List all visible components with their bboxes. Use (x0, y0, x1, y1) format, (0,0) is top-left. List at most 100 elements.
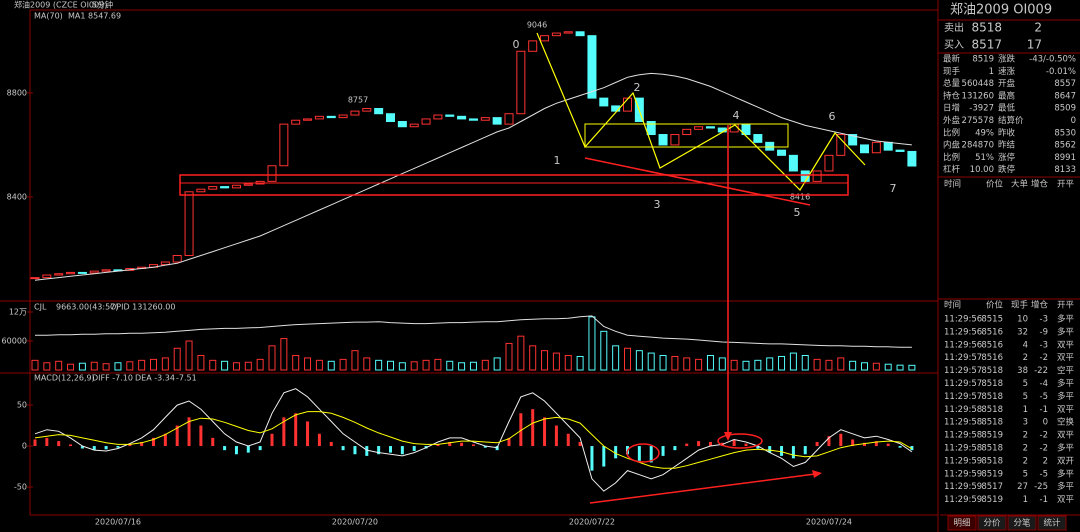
tab[interactable] (1037, 515, 1067, 531)
tab-label[interactable]: 明细 (953, 518, 970, 529)
macd-bar (566, 433, 570, 447)
trade-cell: 11:29:57 (944, 366, 982, 376)
macd-bar (223, 446, 227, 451)
volume-bar (813, 358, 821, 371)
trade-cell: 2 (1023, 353, 1028, 363)
trade-cell: -2 (1040, 431, 1048, 441)
trade-cell: 双平 (1057, 353, 1075, 363)
tab-label[interactable]: 统计 (1043, 518, 1061, 529)
trade-cell: 8518 (981, 418, 1003, 428)
volume-bar (315, 359, 323, 371)
y-tick-label: -50 (14, 483, 27, 492)
trade-cell: 4 (1023, 340, 1028, 350)
macd-bar (697, 441, 701, 447)
candle (540, 35, 550, 42)
price-annotation: 9046 (527, 21, 547, 30)
volume-bar (161, 357, 169, 371)
volume-bar (67, 363, 75, 371)
period: 5分钟 (92, 0, 113, 10)
column-header: 开平 (1057, 180, 1075, 190)
candle (516, 50, 526, 115)
wave-label: 3 (654, 198, 661, 211)
candle (243, 183, 253, 186)
trade-cell: 11:29:58 (944, 405, 982, 415)
trade-cell: 多平 (1057, 468, 1075, 479)
candle (208, 186, 218, 190)
trade-cell: 双开 (1057, 456, 1075, 466)
legend: DEA -3.34 (135, 374, 175, 383)
trade-cell: 8518 (981, 405, 1003, 415)
stat-value: -43/-0.50% (1029, 55, 1076, 65)
tab-label[interactable]: 分价 (983, 519, 1001, 529)
volume-bar (600, 330, 608, 371)
candle (220, 186, 230, 189)
macd-bar (471, 444, 475, 447)
trade-cell: 2 (1023, 431, 1028, 441)
tab[interactable] (947, 515, 977, 531)
macd-bar (69, 444, 73, 447)
volume-bar (197, 355, 205, 371)
trade-cell: 8518 (981, 366, 1003, 376)
tab[interactable] (977, 515, 1007, 531)
column-header: 大单 (1011, 179, 1029, 190)
candle (326, 115, 336, 119)
candle (777, 149, 787, 156)
macd-bar (341, 446, 345, 451)
volume-bar (849, 360, 857, 371)
volume-bar (351, 350, 359, 371)
trade-cell: -25 (1034, 482, 1048, 492)
stat-label: 开盘 (998, 78, 1016, 89)
trade-cell: -5 (1040, 392, 1048, 402)
macd-bar (199, 425, 203, 447)
candle (492, 117, 502, 125)
trend-line (584, 157, 811, 206)
volume-bar (564, 355, 572, 371)
volume-bar (126, 361, 134, 371)
macd-bar (436, 444, 440, 447)
candle (468, 118, 478, 121)
candle (421, 118, 431, 125)
macd-bar (531, 409, 535, 447)
trade-cell: 8519 (981, 431, 1003, 441)
trade-cell: 8518 (981, 392, 1003, 402)
candle (599, 97, 609, 107)
candle (788, 154, 798, 172)
volume-bar (90, 361, 98, 371)
trade-cell: 1 (1023, 495, 1028, 505)
trade-cell: 空平 (1057, 365, 1075, 376)
volume-bar (671, 355, 679, 371)
stat-label: 现手 (943, 66, 961, 77)
tab-label[interactable]: 分笔 (1013, 518, 1031, 529)
trade-cell: 11:29:59 (944, 456, 982, 466)
stat-label: 日增 (943, 103, 960, 114)
candle (350, 110, 360, 116)
volume-bar (327, 360, 335, 371)
volume-bar (695, 358, 703, 371)
candle (848, 134, 858, 146)
volume-bar (102, 363, 110, 371)
macd-bar (306, 421, 310, 447)
volume-bar (529, 345, 537, 371)
candle (753, 134, 763, 143)
stat-label: 跌停 (998, 164, 1016, 175)
trade-cell: -22 (1034, 366, 1048, 376)
volume-bar (150, 358, 157, 371)
stat-label: 比例 (943, 127, 960, 138)
macd-bar (128, 444, 132, 447)
macd-bar (57, 441, 61, 447)
trade-cell: 双平 (1057, 495, 1075, 505)
oi-line (35, 315, 912, 348)
candle (575, 31, 585, 37)
x-tick-label: 2020/07/24 (806, 518, 852, 527)
macd-bar (519, 413, 523, 447)
candle (824, 154, 834, 172)
macd-line (34, 411, 913, 469)
volume-bar (517, 335, 525, 371)
candle (66, 271, 76, 275)
macd-bar (744, 443, 748, 447)
box (584, 123, 789, 148)
macd-bar (614, 446, 618, 459)
tab[interactable] (1007, 515, 1037, 531)
candle (231, 184, 241, 189)
